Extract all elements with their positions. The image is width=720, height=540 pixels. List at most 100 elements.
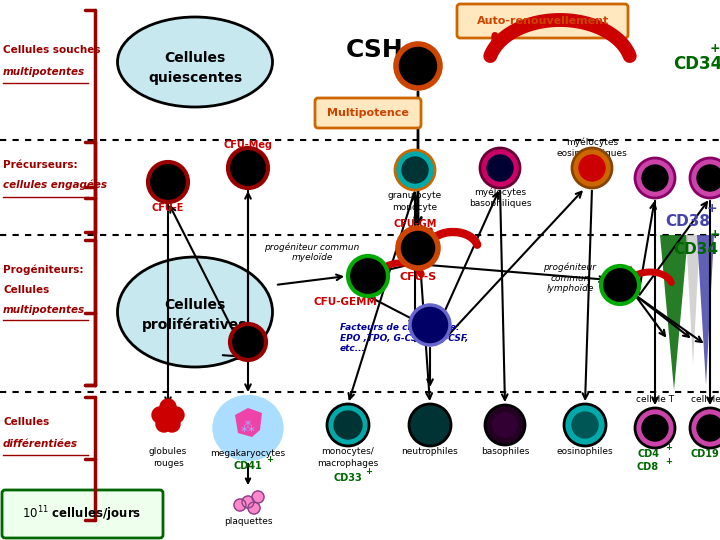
Text: Cellules: Cellules	[164, 298, 225, 312]
Text: Précurseurs:: Précurseurs:	[3, 160, 78, 170]
Circle shape	[242, 496, 254, 508]
Circle shape	[690, 158, 720, 198]
Circle shape	[398, 228, 438, 268]
Text: progéniteur commun
myeloïde: progéniteur commun myeloïde	[264, 242, 360, 262]
Text: $10^{11}$ cellules/jours: $10^{11}$ cellules/jours	[22, 504, 142, 524]
Circle shape	[248, 502, 260, 514]
Text: eosinophiles: eosinophiles	[557, 448, 613, 456]
Circle shape	[152, 407, 168, 423]
Text: plaquettes: plaquettes	[224, 517, 272, 526]
Circle shape	[252, 491, 264, 503]
Text: quiescentes: quiescentes	[148, 71, 242, 85]
Circle shape	[579, 155, 605, 181]
Text: multipotentes: multipotentes	[3, 305, 85, 315]
Text: Cellules: Cellules	[3, 285, 49, 295]
Text: CD34: CD34	[673, 242, 718, 258]
Text: myélocytes: myélocytes	[566, 137, 618, 147]
FancyBboxPatch shape	[315, 98, 421, 128]
Text: +: +	[665, 456, 672, 465]
Circle shape	[164, 416, 180, 432]
Text: +: +	[710, 42, 720, 55]
Text: eosinophiliques: eosinophiliques	[557, 150, 627, 159]
Text: Cellules: Cellules	[164, 51, 225, 65]
Circle shape	[402, 157, 428, 183]
Text: prolifératives: prolifératives	[143, 318, 248, 332]
Text: CFU-S: CFU-S	[400, 272, 437, 282]
Circle shape	[148, 162, 188, 202]
Circle shape	[601, 266, 639, 304]
Text: CSH: CSH	[346, 38, 404, 62]
Circle shape	[409, 404, 451, 446]
Text: Facteurs de croissance:
EPO ,TPO, G-CSF, GM-CSF,
etc...: Facteurs de croissance: EPO ,TPO, G-CSF,…	[340, 323, 469, 353]
Text: CFU-GM: CFU-GM	[393, 219, 437, 229]
Text: Cellules souches: Cellules souches	[3, 45, 101, 55]
Circle shape	[635, 158, 675, 198]
Circle shape	[635, 408, 675, 448]
Polygon shape	[686, 235, 700, 365]
Text: monocyte: monocyte	[392, 202, 438, 212]
Text: monocytes/: monocytes/	[322, 448, 374, 456]
Text: macrophages: macrophages	[318, 460, 379, 469]
Circle shape	[572, 148, 612, 188]
Polygon shape	[235, 408, 262, 437]
Ellipse shape	[117, 17, 272, 107]
Circle shape	[416, 411, 444, 439]
Text: cellules engagées: cellules engagées	[3, 180, 107, 190]
Text: CFU-GEMM: CFU-GEMM	[313, 297, 377, 307]
Text: CD19: CD19	[690, 449, 719, 459]
Circle shape	[156, 416, 172, 432]
Text: progéniteur
commun
lymphoïde: progéniteur commun lymphoïde	[544, 263, 596, 293]
Circle shape	[234, 499, 246, 511]
Text: +: +	[707, 201, 717, 214]
Circle shape	[690, 408, 720, 448]
Text: ⁂: ⁂	[241, 421, 255, 435]
Text: CFU-Meg: CFU-Meg	[223, 140, 272, 150]
FancyBboxPatch shape	[2, 490, 163, 538]
Circle shape	[334, 411, 362, 439]
Text: CD33: CD33	[333, 473, 362, 483]
Circle shape	[485, 405, 525, 445]
Circle shape	[493, 413, 517, 437]
Text: CD34: CD34	[673, 55, 720, 73]
Circle shape	[168, 407, 184, 423]
Polygon shape	[697, 235, 714, 385]
Text: Progéniteurs:: Progéniteurs:	[3, 265, 84, 275]
Circle shape	[487, 155, 513, 181]
Text: neutrophiles: neutrophiles	[402, 448, 459, 456]
Circle shape	[395, 150, 435, 190]
Text: granulocyte: granulocyte	[388, 191, 442, 199]
Text: basophiles: basophiles	[481, 448, 529, 456]
Text: rouges: rouges	[153, 460, 184, 469]
Circle shape	[564, 404, 606, 446]
Circle shape	[480, 148, 520, 188]
Text: multipotentes: multipotentes	[3, 67, 85, 77]
Text: différentiées: différentiées	[3, 439, 78, 449]
Text: CD41: CD41	[233, 461, 262, 471]
Text: +: +	[266, 456, 274, 464]
Text: CD8: CD8	[637, 462, 659, 472]
Circle shape	[572, 412, 598, 438]
Circle shape	[697, 415, 720, 441]
Text: CFU-E: CFU-E	[152, 203, 184, 213]
Text: Auto-renouvellement: Auto-renouvellement	[477, 16, 609, 26]
Circle shape	[396, 44, 440, 88]
Text: Cellules: Cellules	[3, 417, 49, 427]
Text: megakaryocytes: megakaryocytes	[210, 449, 286, 458]
Circle shape	[230, 324, 266, 360]
Text: +: +	[710, 227, 720, 240]
Ellipse shape	[213, 395, 283, 461]
Text: +: +	[665, 443, 672, 453]
Text: CD4: CD4	[637, 449, 659, 459]
Text: globules: globules	[149, 448, 187, 456]
Text: cellule B: cellule B	[690, 395, 720, 404]
Text: CD38: CD38	[665, 214, 711, 230]
Text: myélocytes: myélocytes	[474, 187, 526, 197]
Circle shape	[160, 399, 176, 415]
Circle shape	[642, 415, 668, 441]
Polygon shape	[660, 235, 688, 390]
Circle shape	[228, 148, 268, 188]
Circle shape	[348, 256, 388, 296]
Circle shape	[697, 165, 720, 191]
FancyBboxPatch shape	[457, 4, 628, 38]
Text: +: +	[366, 468, 372, 476]
